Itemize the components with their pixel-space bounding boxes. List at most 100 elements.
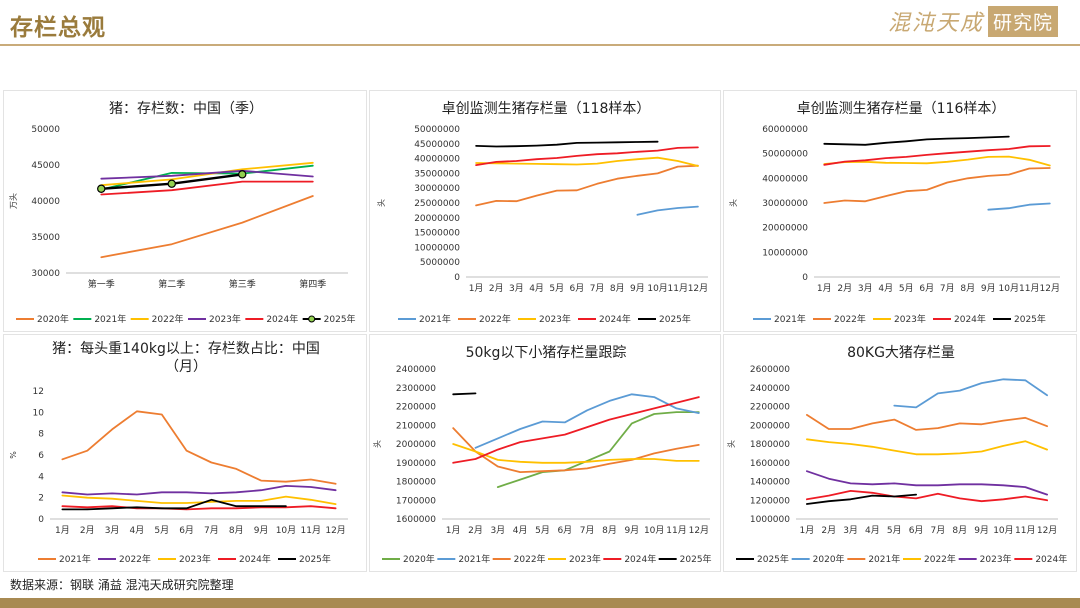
y-tick-label: 30000 bbox=[31, 269, 60, 279]
y-tick-label: 1800000 bbox=[396, 478, 436, 488]
x-tick-label: 1月 bbox=[817, 283, 832, 294]
y-tick-label: 20000000 bbox=[414, 214, 460, 224]
legend-label: 2023年 bbox=[894, 313, 926, 325]
data-point-marker bbox=[97, 184, 106, 193]
series-line bbox=[806, 493, 917, 505]
legend-label: 2023年 bbox=[209, 313, 241, 325]
chart-svg: 50kg以下小猪存栏量跟踪 1600000 1700000 1800000 190000… bbox=[372, 345, 712, 565]
series-line bbox=[823, 135, 1010, 146]
x-tick-label: 12月 bbox=[1037, 525, 1057, 536]
x-tick-label: 5月 bbox=[549, 283, 564, 294]
x-tick-label: 3月 bbox=[843, 525, 858, 536]
x-tick-label: 7月 bbox=[204, 525, 219, 536]
series-line bbox=[452, 443, 700, 464]
y-tick-label: 2 bbox=[38, 494, 44, 504]
y-tick-label: 20000000 bbox=[762, 224, 808, 234]
series-line bbox=[452, 396, 700, 464]
legend-label: 2023年 bbox=[179, 553, 211, 565]
x-tick-label: 7月 bbox=[580, 525, 595, 536]
x-tick-label: 8月 bbox=[960, 283, 975, 294]
series-line bbox=[893, 378, 1048, 409]
y-tick-label: 10 bbox=[33, 408, 45, 418]
legend-label: 2023年 bbox=[539, 313, 571, 325]
series-line bbox=[100, 195, 314, 259]
x-tick-label: 3月 bbox=[509, 283, 524, 294]
series-line bbox=[61, 494, 337, 505]
x-tick-label: 4月 bbox=[529, 283, 544, 294]
series-line bbox=[61, 498, 287, 511]
legend-label: 2022年 bbox=[479, 313, 511, 325]
legend-label: 2022年 bbox=[119, 553, 151, 565]
x-tick-label: 11月 bbox=[301, 525, 321, 536]
legend-marker bbox=[308, 315, 316, 323]
x-tick-label: 2月 bbox=[80, 525, 95, 536]
y-tick-label: 50000000 bbox=[762, 150, 808, 160]
y-tick-label: 2400000 bbox=[750, 384, 790, 394]
chart-title: 猪：存栏数：中国（季） bbox=[109, 101, 263, 117]
series-line bbox=[452, 427, 700, 473]
header: 存栏总观 混沌天成 研究院 bbox=[0, 0, 1080, 46]
chart-title: 猪：每头重140kg以上：存栏数占比：中国 bbox=[52, 341, 320, 357]
chart-panel-zhuochuang-118: 卓创监测生猪存栏量（118样本） 0 5000000 10000000 15000000… bbox=[369, 90, 721, 332]
legend-label: 2025年 bbox=[324, 313, 356, 325]
footer-bar bbox=[0, 598, 1080, 608]
legend-label: 2022年 bbox=[514, 553, 546, 565]
y-tick-label: 2400000 bbox=[396, 365, 436, 375]
legend-label: 2021年 bbox=[419, 313, 451, 325]
y-tick-label: 25000000 bbox=[414, 199, 460, 209]
y-tick-label: 40000000 bbox=[414, 155, 460, 165]
x-tick-label: 10月 bbox=[276, 525, 296, 536]
x-tick-label: 8月 bbox=[602, 525, 617, 536]
y-tick-label: 1000000 bbox=[750, 515, 790, 525]
chart-panel-small-pig-50kg: 50kg以下小猪存栏量跟踪 1600000 1700000 1800000 190000… bbox=[369, 334, 721, 572]
y-tick-label: 2000000 bbox=[750, 421, 790, 431]
y-tick-label: 40000000 bbox=[762, 174, 808, 184]
logo-wordmark: 混沌天成 bbox=[887, 11, 984, 36]
legend-label: 2021年 bbox=[94, 313, 126, 325]
series-line bbox=[806, 490, 1048, 503]
chart-svg: 猪：存栏数：中国（季） 30000 35000 40000 45000 50000 万头第一… bbox=[8, 101, 356, 325]
series-line bbox=[474, 393, 700, 449]
legend-label: 2023年 bbox=[569, 553, 601, 565]
y-axis-unit: 头 bbox=[372, 440, 382, 448]
y-tick-label: 60000000 bbox=[762, 125, 808, 135]
x-tick-label: 8月 bbox=[952, 525, 967, 536]
y-tick-label: 5000000 bbox=[420, 258, 460, 268]
x-tick-label: 10月 bbox=[999, 283, 1019, 294]
legend-label: 2025年 bbox=[1014, 313, 1046, 325]
x-tick-label: 6月 bbox=[557, 525, 572, 536]
y-tick-label: 35000000 bbox=[414, 169, 460, 179]
x-tick-label: 7月 bbox=[940, 283, 955, 294]
legend-label: 2022年 bbox=[924, 553, 956, 565]
x-tick-label: 1月 bbox=[55, 525, 70, 536]
x-tick-label: 5月 bbox=[154, 525, 169, 536]
x-tick-label: 第四季 bbox=[299, 278, 326, 290]
y-tick-label: 2600000 bbox=[750, 365, 790, 375]
series-line bbox=[987, 202, 1051, 211]
page-title: 存栏总观 bbox=[10, 14, 106, 41]
y-tick-label: 4 bbox=[38, 472, 44, 482]
legend-label: 2024年 bbox=[1035, 553, 1067, 565]
x-tick-label: 第二季 bbox=[158, 278, 185, 290]
x-tick-label: 10月 bbox=[993, 525, 1013, 536]
legend-label: 2021年 bbox=[59, 553, 91, 565]
x-tick-label: 12月 bbox=[1040, 283, 1060, 294]
series-line bbox=[475, 146, 699, 166]
logo-box: 研究院 bbox=[987, 5, 1058, 37]
x-tick-label: 5月 bbox=[887, 525, 902, 536]
legend-label: 2024年 bbox=[266, 313, 298, 325]
x-tick-label: 11月 bbox=[668, 283, 688, 294]
x-tick-label: 9月 bbox=[630, 283, 645, 294]
x-tick-label: 4月 bbox=[513, 525, 528, 536]
series-line bbox=[636, 205, 699, 216]
y-tick-label: 10000000 bbox=[414, 243, 460, 253]
series-line bbox=[823, 145, 1051, 166]
x-tick-label: 12月 bbox=[688, 283, 708, 294]
series-line bbox=[475, 140, 659, 148]
x-tick-label: 1月 bbox=[469, 283, 484, 294]
x-tick-label: 7月 bbox=[931, 525, 946, 536]
x-tick-label: 2月 bbox=[837, 283, 852, 294]
y-tick-label: 0 bbox=[454, 273, 460, 283]
x-tick-label: 4月 bbox=[130, 525, 145, 536]
legend-label: 2021年 bbox=[458, 553, 490, 565]
